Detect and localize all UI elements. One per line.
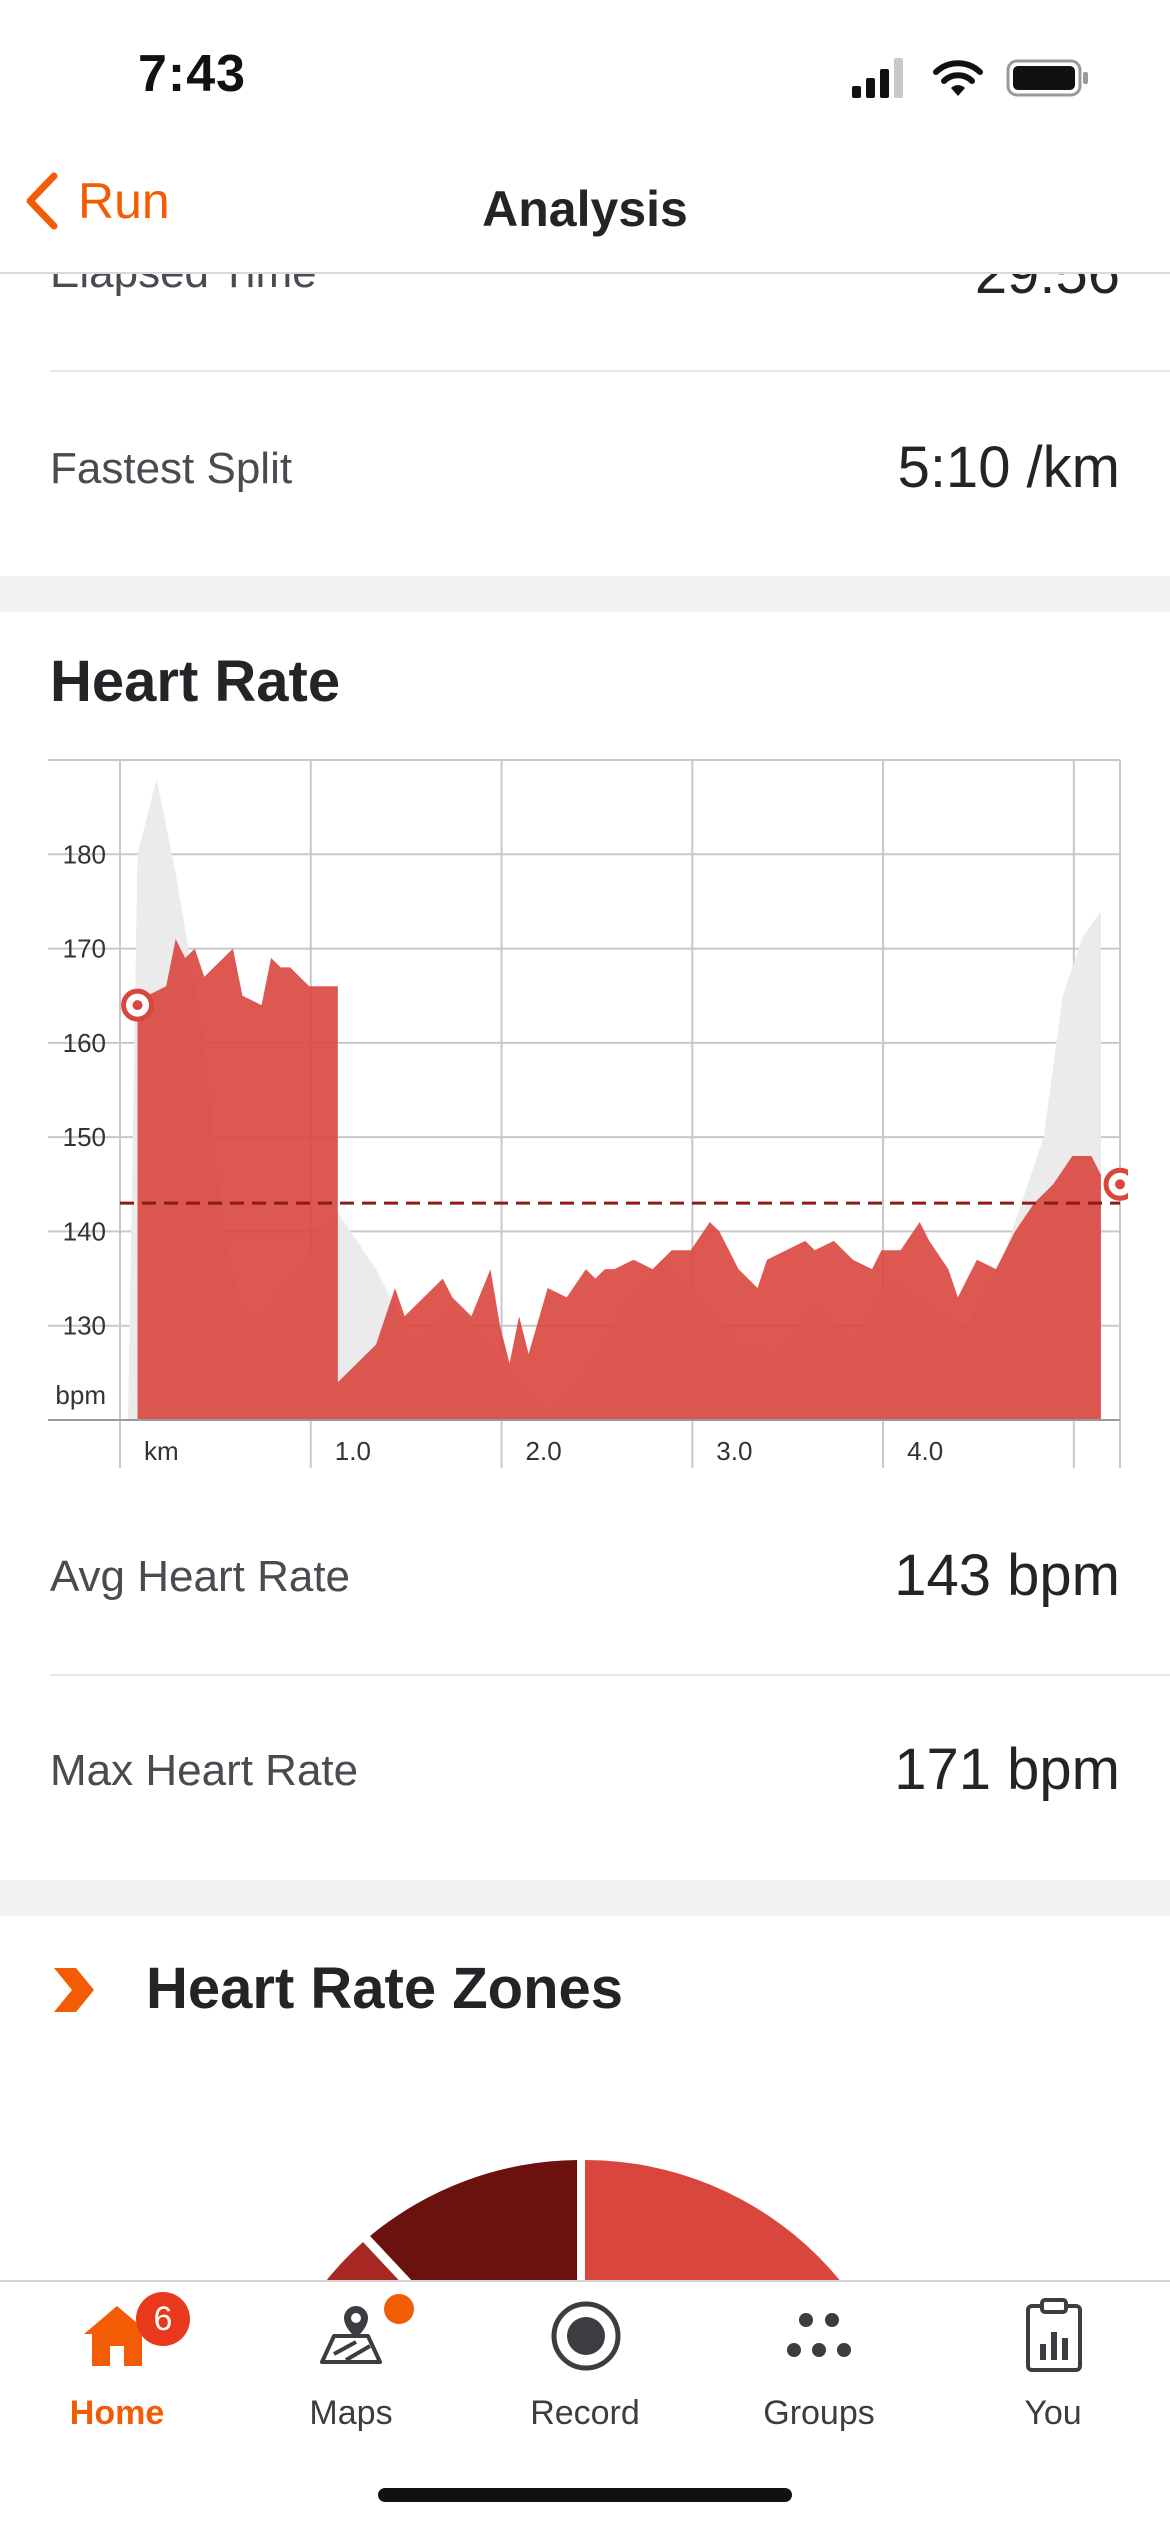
stat-value-max-heart-rate: 171 bpm [894, 1737, 1120, 1802]
stat-label-max-heart-rate: Max Heart Rate [50, 1746, 359, 1795]
tab-groups[interactable]: Groups [702, 2282, 936, 2482]
row-divider [50, 1674, 1170, 1676]
tab-maps[interactable]: Maps [234, 2282, 468, 2482]
tab-label-you: You [1024, 2394, 1082, 2432]
clipboard-icon [1026, 2298, 1082, 2372]
tab-record[interactable]: Record [468, 2282, 702, 2482]
nav-divider-overlay [0, 272, 1170, 274]
status-icons-overlay [852, 56, 1090, 100]
heart-rate-zones-title: Heart Rate Zones [146, 1956, 624, 2021]
chart-y-tick-label: 150 [63, 1122, 106, 1152]
home-icon [84, 2306, 150, 2366]
tab-label-groups: Groups [763, 2394, 875, 2432]
chart-x-tick-label: km [144, 1436, 179, 1466]
signal-icon [852, 58, 903, 98]
home-indicator [378, 2488, 792, 2502]
tab-home[interactable]: 6 Home [0, 2282, 234, 2482]
section-separator [0, 1880, 1170, 1916]
chart-x-tick-label: 1.0 [335, 1436, 371, 1466]
zone-segment-3 [319, 2242, 408, 2290]
chart-x-tick-label: 2.0 [526, 1436, 562, 1466]
chart-y-tick-label: 160 [63, 1028, 106, 1058]
chevron-right-icon [54, 1968, 94, 2012]
map-icon [320, 2306, 382, 2364]
record-icon [551, 2301, 621, 2371]
stat-value-fastest-split: 5:10 /km [897, 435, 1120, 500]
chart-x-tick-label: 3.0 [716, 1436, 752, 1466]
chart-y-axis-label: bpm [55, 1380, 106, 1410]
zone-segment-4 [585, 2160, 848, 2290]
groups-icon [787, 2313, 851, 2357]
heart-rate-chart[interactable]: 130 140 150 160 170 180 bpm km 1.0 2.0 3.0 4.0 [48, 750, 1137, 1480]
tab-label-home: Home [69, 2394, 165, 2432]
page-title-overlay: Analysis [482, 181, 688, 237]
chart-x-tick-label: 4.0 [907, 1436, 943, 1466]
zone-segment-5 [370, 2160, 577, 2290]
heart-rate-chart-svg: 130 140 150 160 170 180 bpm km 1.0 2.0 3.0 4.0 [48, 759, 1137, 1468]
chart-y-tick-label: 140 [63, 1216, 106, 1246]
tab-you[interactable]: You [936, 2282, 1170, 2482]
tab-label-maps: Maps [309, 2394, 393, 2432]
back-button-overlay[interactable]: Run [24, 172, 170, 230]
tab-label-record: Record [530, 2394, 640, 2432]
stat-value-avg-heart-rate: 143 bpm [894, 1543, 1120, 1608]
stat-label-avg-heart-rate: Avg Heart Rate [50, 1552, 351, 1601]
stat-label-fastest-split: Fastest Split [50, 444, 293, 493]
chevron-left-icon [26, 172, 58, 230]
wifi-icon [933, 60, 983, 96]
back-label: Run [78, 173, 170, 229]
home-notification-badge: 6 [136, 2292, 190, 2346]
status-time-overlay: 7:43 [138, 45, 247, 103]
row-divider [50, 370, 1170, 372]
chart-start-handle-dot [132, 1000, 143, 1011]
section-separator [0, 576, 1170, 612]
battery-icon [1006, 59, 1088, 97]
chart-y-tick-label: 170 [63, 934, 106, 964]
header-background [0, 0, 1170, 272]
maps-notification-dot [384, 2294, 414, 2324]
chart-y-tick-label: 180 [63, 839, 106, 869]
chart-y-tick-label: 130 [63, 1311, 106, 1341]
heart-rate-title: Heart Rate [50, 649, 341, 714]
chart-heart-rate-area [137, 939, 1101, 1420]
zones-donut-chart [319, 2160, 848, 2290]
chart-end-handle-dot [1115, 1179, 1125, 1190]
